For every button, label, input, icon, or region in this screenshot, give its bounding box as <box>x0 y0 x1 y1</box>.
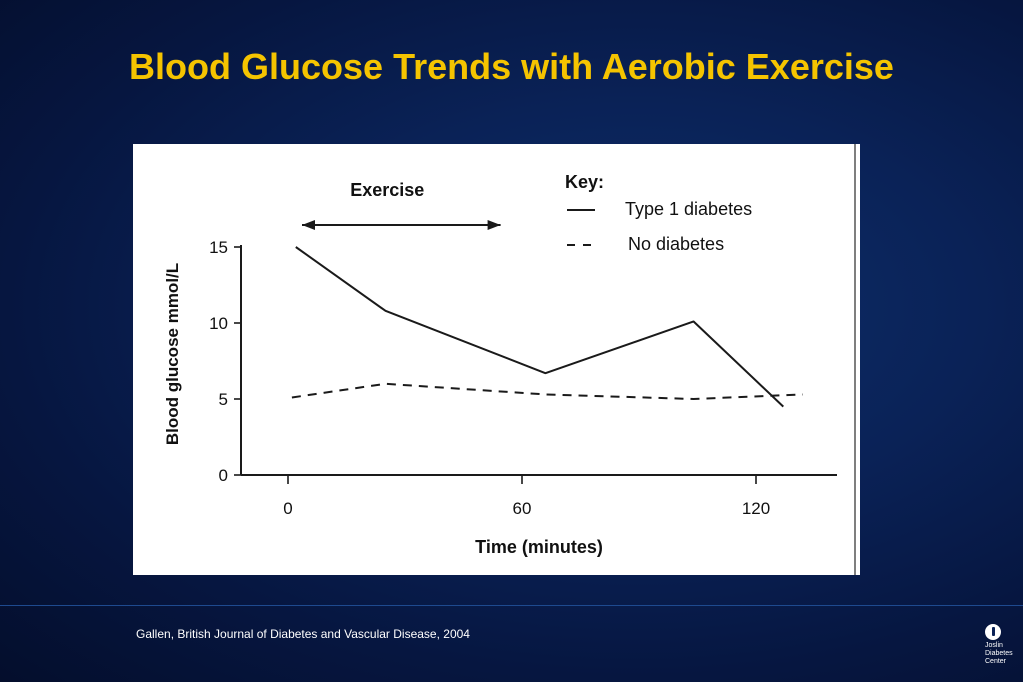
x-axis-label: Time (minutes) <box>475 537 603 557</box>
x-tick-label: 0 <box>283 499 292 518</box>
x-tick-label: 60 <box>513 499 532 518</box>
x-tick-label: 120 <box>742 499 770 518</box>
logo-text: Joslin Diabetes Center <box>985 642 1013 665</box>
slide-title: Blood Glucose Trends with Aerobic Exerci… <box>129 46 894 87</box>
chart-annotation: Exercise <box>302 180 501 230</box>
legend-label: No diabetes <box>628 234 724 254</box>
y-tick-label: 15 <box>209 238 228 257</box>
exercise-label: Exercise <box>350 180 424 200</box>
exercise-arrow-head-right <box>487 220 501 230</box>
chart-ticks: 0 5 10 15 0 60 120 <box>209 238 770 518</box>
logo-icon <box>985 624 1001 640</box>
line-chart: 0 5 10 15 0 60 120 Exercise Key: Type 1 diabete… <box>163 144 856 575</box>
citation: Gallen, British Journal of Diabetes and … <box>136 627 470 641</box>
legend-label: Type 1 diabetes <box>625 199 752 219</box>
y-tick-label: 5 <box>219 390 228 409</box>
joslin-logo: Joslin Diabetes Center <box>980 624 1016 674</box>
series-line <box>295 246 784 408</box>
series-line <box>291 382 803 400</box>
chart-series <box>291 246 803 408</box>
y-tick-label: 0 <box>219 466 228 485</box>
footer-divider <box>0 605 1023 606</box>
chart-axes <box>240 144 856 575</box>
chart-panel: 0 5 10 15 0 60 120 Exercise Key: Type 1 diabete… <box>133 144 860 575</box>
y-tick-label: 10 <box>209 314 228 333</box>
exercise-arrow-head-left <box>302 220 315 230</box>
legend-title: Key: <box>565 172 604 192</box>
chart-legend: Key: Type 1 diabetes No diabetes <box>565 172 752 254</box>
y-axis-label: Blood glucose mmol/L <box>163 263 182 445</box>
